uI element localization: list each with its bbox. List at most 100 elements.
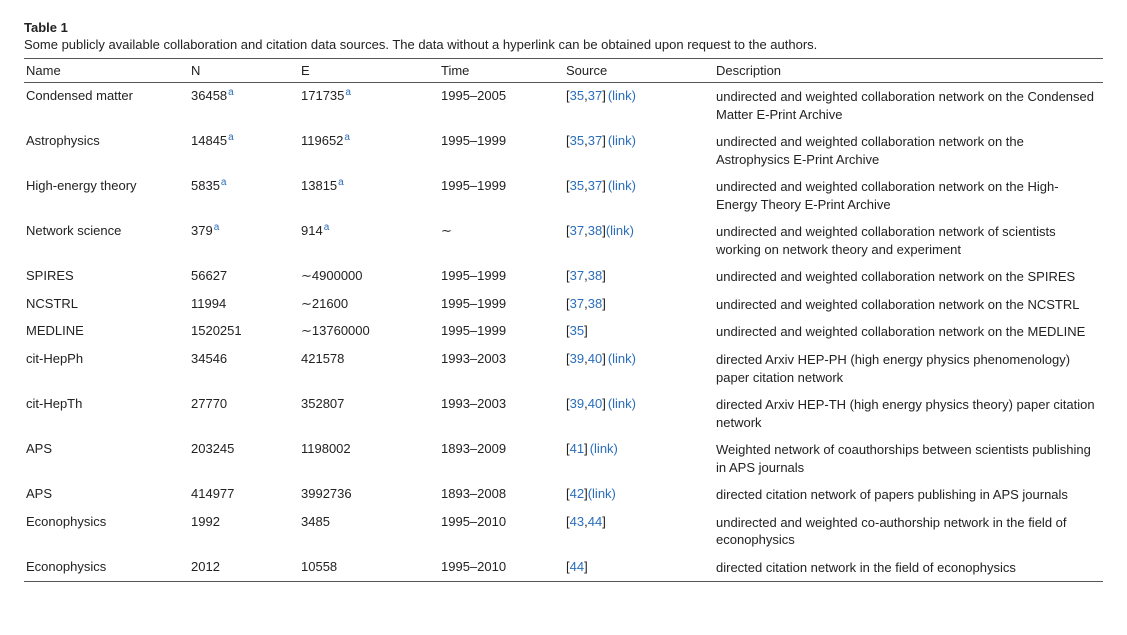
cell-source: [35,37](link) bbox=[564, 83, 714, 129]
cell-time: 1893–2009 bbox=[439, 436, 564, 481]
external-link[interactable]: (link) bbox=[608, 178, 636, 193]
external-link[interactable]: (link) bbox=[608, 351, 636, 366]
citation-ref[interactable]: 37 bbox=[570, 223, 584, 238]
citation-ref[interactable]: 44 bbox=[570, 559, 584, 574]
citation-ref[interactable]: 37 bbox=[570, 268, 584, 283]
col-header-n: N bbox=[189, 59, 299, 83]
footnote-sup[interactable]: a bbox=[221, 177, 227, 188]
citation-ref[interactable]: 42 bbox=[570, 486, 584, 501]
cell-source: [41](link) bbox=[564, 436, 714, 481]
cell-n: 1992 bbox=[189, 509, 299, 554]
citation-ref[interactable]: 35 bbox=[570, 323, 584, 338]
citation-ref[interactable]: 35 bbox=[570, 133, 584, 148]
cell-name: NCSTRL bbox=[24, 291, 189, 319]
cell-e: 914a bbox=[299, 218, 439, 263]
table-row: Econophysics2012105581995–2010[44]direct… bbox=[24, 554, 1103, 582]
cell-description: directed Arxiv HEP-TH (high energy physi… bbox=[714, 391, 1103, 436]
table-row: Condensed matter36458a171735a1995–2005[3… bbox=[24, 83, 1103, 129]
cell-name: cit-HepTh bbox=[24, 391, 189, 436]
cell-description: directed citation network in the field o… bbox=[714, 554, 1103, 582]
cell-e: 352807 bbox=[299, 391, 439, 436]
cell-name: APS bbox=[24, 481, 189, 509]
table-caption: Some publicly available collaboration an… bbox=[24, 37, 1103, 52]
table-body: Condensed matter36458a171735a1995–2005[3… bbox=[24, 83, 1103, 582]
col-header-e: E bbox=[299, 59, 439, 83]
table-row: APS20324511980021893–2009[41](link)Weigh… bbox=[24, 436, 1103, 481]
external-link[interactable]: (link) bbox=[608, 133, 636, 148]
cell-time: 1993–2003 bbox=[439, 346, 564, 391]
cell-description: undirected and weighted collaboration ne… bbox=[714, 128, 1103, 173]
table-row: NCSTRL11994∼216001995–1999[37,38]undirec… bbox=[24, 291, 1103, 319]
cell-time: 1995–1999 bbox=[439, 263, 564, 291]
footnote-sup[interactable]: a bbox=[338, 177, 344, 188]
table-row: cit-HepTh277703528071993–2003[39,40](lin… bbox=[24, 391, 1103, 436]
table-row: Econophysics199234851995–2010[43,44]undi… bbox=[24, 509, 1103, 554]
cell-source: [43,44] bbox=[564, 509, 714, 554]
col-header-desc: Description bbox=[714, 59, 1103, 83]
cell-name: Network science bbox=[24, 218, 189, 263]
external-link[interactable]: (link) bbox=[588, 486, 616, 501]
cell-source: [35] bbox=[564, 318, 714, 346]
cell-n: 203245 bbox=[189, 436, 299, 481]
citation-ref[interactable]: 43 bbox=[570, 514, 584, 529]
cell-time: 1995–2005 bbox=[439, 83, 564, 129]
cell-e: ∼21600 bbox=[299, 291, 439, 319]
cell-n: 56627 bbox=[189, 263, 299, 291]
external-link[interactable]: (link) bbox=[606, 223, 634, 238]
table-row: Astrophysics14845a119652a1995–1999[35,37… bbox=[24, 128, 1103, 173]
cell-name: Condensed matter bbox=[24, 83, 189, 129]
citation-ref[interactable]: 40 bbox=[588, 396, 602, 411]
citation-ref[interactable]: 38 bbox=[588, 296, 602, 311]
citation-ref[interactable]: 35 bbox=[570, 88, 584, 103]
external-link[interactable]: (link) bbox=[608, 88, 636, 103]
citation-ref[interactable]: 38 bbox=[588, 223, 602, 238]
external-link[interactable]: (link) bbox=[590, 441, 618, 456]
cell-n: 11994 bbox=[189, 291, 299, 319]
cell-source: [39,40](link) bbox=[564, 391, 714, 436]
footnote-sup[interactable]: a bbox=[324, 222, 330, 233]
citation-ref[interactable]: 44 bbox=[588, 514, 602, 529]
footnote-sup[interactable]: a bbox=[228, 87, 234, 98]
cell-time: 1893–2008 bbox=[439, 481, 564, 509]
cell-source: [37,38] bbox=[564, 263, 714, 291]
external-link[interactable]: (link) bbox=[608, 396, 636, 411]
col-header-time: Time bbox=[439, 59, 564, 83]
citation-ref[interactable]: 41 bbox=[570, 441, 584, 456]
citation-ref[interactable]: 39 bbox=[570, 396, 584, 411]
cell-n: 36458a bbox=[189, 83, 299, 129]
cell-description: directed Arxiv HEP-PH (high energy physi… bbox=[714, 346, 1103, 391]
cell-name: MEDLINE bbox=[24, 318, 189, 346]
cell-time: 1995–1999 bbox=[439, 173, 564, 218]
data-table: Name N E Time Source Description Condens… bbox=[24, 58, 1103, 582]
citation-ref[interactable]: 37 bbox=[570, 296, 584, 311]
citation-ref[interactable]: 37 bbox=[588, 178, 602, 193]
citation-ref[interactable]: 37 bbox=[588, 133, 602, 148]
cell-time: 1995–2010 bbox=[439, 509, 564, 554]
cell-source: [35,37](link) bbox=[564, 128, 714, 173]
footnote-sup[interactable]: a bbox=[228, 132, 234, 143]
cell-source: [35,37](link) bbox=[564, 173, 714, 218]
col-header-name: Name bbox=[24, 59, 189, 83]
cell-e: 10558 bbox=[299, 554, 439, 582]
cell-source: [42](link) bbox=[564, 481, 714, 509]
cell-n: 5835a bbox=[189, 173, 299, 218]
cell-name: APS bbox=[24, 436, 189, 481]
citation-ref[interactable]: 38 bbox=[588, 268, 602, 283]
cell-e: 1198002 bbox=[299, 436, 439, 481]
cell-description: undirected and weighted collaboration ne… bbox=[714, 83, 1103, 129]
table-row: Network science379a914a∼[37,38](link)und… bbox=[24, 218, 1103, 263]
footnote-sup[interactable]: a bbox=[214, 222, 220, 233]
citation-ref[interactable]: 37 bbox=[588, 88, 602, 103]
footnote-sup[interactable]: a bbox=[345, 87, 351, 98]
cell-n: 379a bbox=[189, 218, 299, 263]
citation-ref[interactable]: 40 bbox=[588, 351, 602, 366]
citation-ref[interactable]: 39 bbox=[570, 351, 584, 366]
cell-description: undirected and weighted collaboration ne… bbox=[714, 218, 1103, 263]
citation-ref[interactable]: 35 bbox=[570, 178, 584, 193]
cell-time: 1995–1999 bbox=[439, 318, 564, 346]
cell-description: undirected and weighted co-authorship ne… bbox=[714, 509, 1103, 554]
cell-name: cit-HepPh bbox=[24, 346, 189, 391]
footnote-sup[interactable]: a bbox=[344, 132, 350, 143]
cell-e: ∼13760000 bbox=[299, 318, 439, 346]
cell-source: [37,38](link) bbox=[564, 218, 714, 263]
